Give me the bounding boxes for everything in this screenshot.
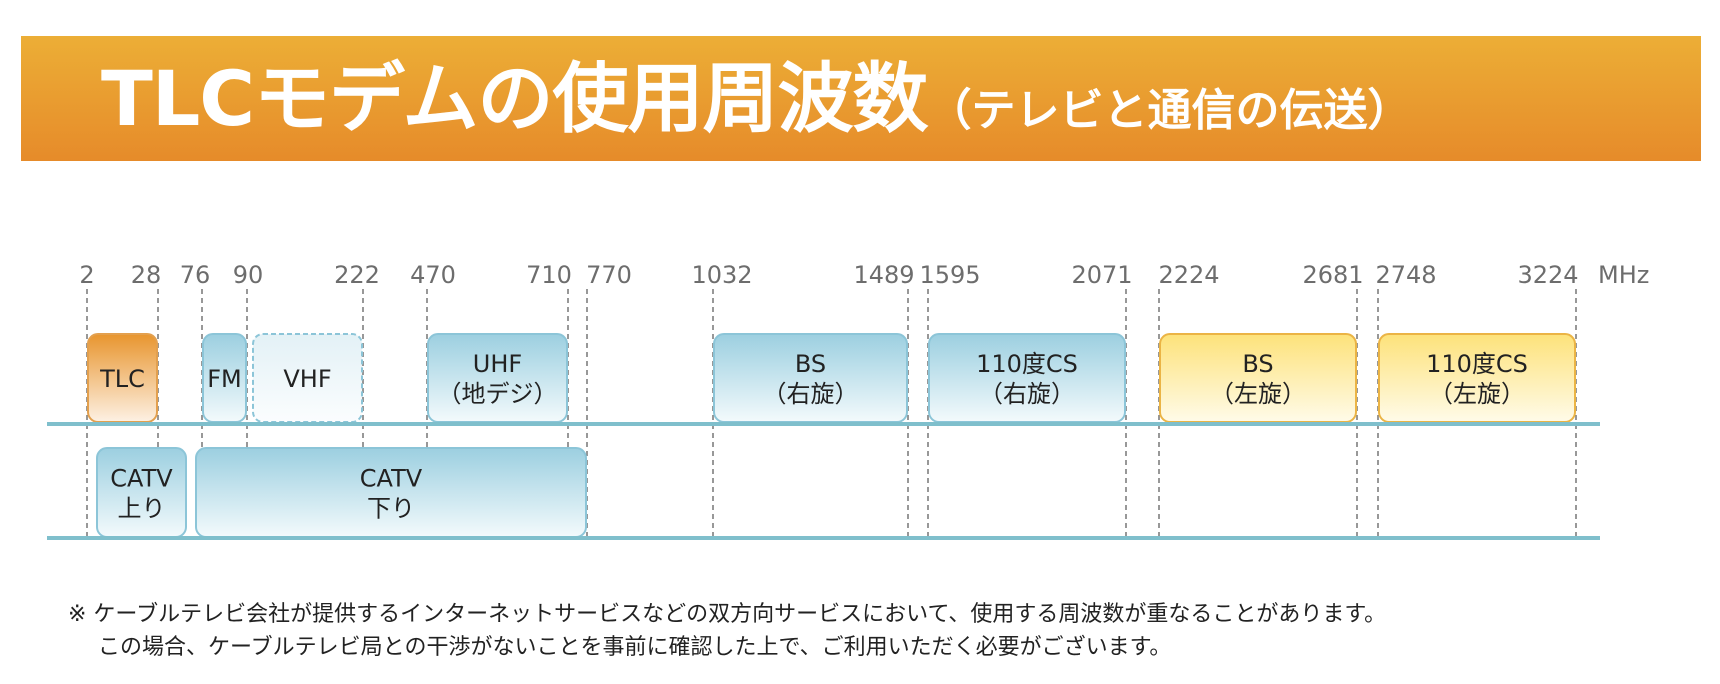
title-main: TLCモデムの使用周波数: [101, 54, 929, 143]
tick-label-1595: 1595: [919, 261, 980, 289]
footnote-line-1: ※ ケーブルテレビ会社が提供するインターネットサービスなどの双方向サービスにおい…: [68, 602, 1387, 627]
band-tlc: TLC: [87, 333, 158, 423]
tick-label-2: 2: [79, 261, 94, 289]
band-uhf-sublabel: （地デジ）: [438, 380, 558, 408]
band-bs-right: BS（右旋）: [713, 333, 908, 423]
tick-label-2681: 2681: [1302, 261, 1363, 289]
band-bs-left: BS（左旋）: [1159, 333, 1357, 423]
tick-label-2224: 2224: [1158, 261, 1219, 289]
tick-label-2748: 2748: [1375, 261, 1436, 289]
band-bs-right-sublabel: （右旋）: [763, 380, 859, 408]
footnote-line-2: この場合、ケーブルテレビ局との干渉がないことを事前に確認した上で、ご利用いただく…: [98, 635, 1172, 660]
band-fm-label: FM: [207, 365, 242, 393]
tick-label-710: 710: [526, 261, 572, 289]
band-catv-down-label: CATV: [360, 465, 423, 493]
band-bs-right-shape: [713, 333, 908, 423]
band-bs-left-sublabel: （左旋）: [1210, 380, 1306, 408]
tick-label-76: 76: [180, 261, 211, 289]
tick-label-1489: 1489: [853, 261, 914, 289]
band-uhf-shape: [427, 333, 568, 423]
band-cs-right-shape: [928, 333, 1126, 423]
tick-label-2071: 2071: [1071, 261, 1132, 289]
band-bs-left-label: BS: [1242, 350, 1273, 378]
band-cs-right-label: 110度CS: [976, 350, 1078, 378]
tick-label-770: 770: [586, 261, 632, 289]
band-cs-left-shape: [1378, 333, 1576, 423]
band-catv-down-sublabel: 下り: [367, 495, 415, 523]
page-title: TLCモデムの使用周波数（テレビと通信の伝送）: [101, 36, 1412, 161]
band-bs-right-label: BS: [795, 350, 826, 378]
band-cs-left: 110度CS（左旋）: [1378, 333, 1576, 423]
band-bs-left-shape: [1159, 333, 1357, 423]
tick-label-222: 222: [334, 261, 380, 289]
band-cs-right: 110度CS（右旋）: [928, 333, 1126, 423]
band-cs-right-sublabel: （右旋）: [979, 380, 1075, 408]
unit-label: MHz: [1598, 261, 1649, 289]
band-catv-down-shape: [195, 447, 587, 538]
band-cs-left-label: 110度CS: [1426, 350, 1528, 378]
tick-label-3224: 3224: [1517, 261, 1578, 289]
tick-label-470: 470: [410, 261, 456, 289]
band-catv-up-sublabel: 上り: [118, 495, 166, 523]
band-catv-up-shape: [96, 447, 187, 538]
band-tlc-label: TLC: [99, 365, 145, 393]
band-uhf-label: UHF: [473, 350, 522, 378]
broadcast-bands-row: TLC FM VHFUHF（地デジ）BS（右旋）110度CS（右旋）BS（左旋）11…: [87, 333, 1576, 423]
band-catv-up-label: CATV: [110, 465, 173, 493]
frequency-tick-labels: 2 28 76 90 222 470 710 770 1032 1489 1595 2071 2224 2…: [79, 261, 1649, 289]
band-uhf: UHF（地デジ）: [427, 333, 568, 423]
band-vhf: VHF: [252, 333, 363, 423]
band-fm: FM: [202, 333, 247, 423]
band-cs-left-sublabel: （左旋）: [1429, 380, 1525, 408]
tick-label-28: 28: [131, 261, 162, 289]
tick-label-1032: 1032: [691, 261, 752, 289]
tick-label-90: 90: [233, 261, 264, 289]
band-vhf-label: VHF: [283, 365, 331, 393]
title-banner: TLCモデムの使用周波数（テレビと通信の伝送）: [21, 36, 1701, 161]
title-subtitle: （テレビと通信の伝送）: [927, 85, 1412, 136]
footnote: ※ ケーブルテレビ会社が提供するインターネットサービスなどの双方向サービスにおい…: [68, 598, 1386, 664]
